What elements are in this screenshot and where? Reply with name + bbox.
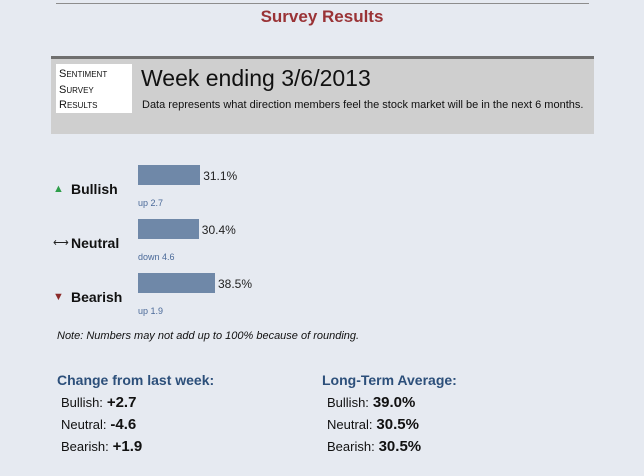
down-triangle-icon: ▼ — [53, 291, 64, 303]
change-value: -4.6 — [110, 416, 137, 433]
logo-line: Results — [59, 99, 98, 111]
sentiment-percent: 30.4% — [201, 223, 236, 237]
sentiment-label: Neutral — [71, 235, 120, 251]
week-description: Data represents what direction members f… — [142, 99, 584, 111]
average-value: 39.0% — [372, 394, 416, 411]
sentiment-label: Bullish — [71, 181, 118, 197]
sentiment-label: Bearish — [71, 289, 123, 305]
change-heading: Change from last week: — [57, 372, 215, 388]
sentiment-row-neutral: ⟷ Neutral 30.4% down 4.6 — [0, 219, 644, 269]
change-label: Bullish: — [61, 395, 103, 410]
average-row-bullish: Bullish: 39.0% — [327, 394, 415, 411]
change-row-bullish: Bullish: +2.7 — [61, 394, 136, 411]
average-label: Neutral: — [327, 417, 373, 432]
average-label: Bearish: — [327, 439, 375, 454]
week-title: Week ending 3/6/2013 — [141, 65, 371, 91]
long-term-heading: Long-Term Average: — [322, 372, 457, 388]
sentiment-row-bullish: ▲ Bullish 31.1% up 2.7 — [0, 165, 644, 215]
logo-line: Survey — [59, 83, 94, 96]
sentiment-bar — [138, 219, 199, 239]
average-row-bearish: Bearish: 30.5% — [327, 438, 421, 455]
sentiment-row-bearish: ▼ Bearish 38.5% up 1.9 — [0, 273, 644, 323]
page-title: Survey Results — [260, 7, 384, 26]
sentiment-percent: 31.1% — [203, 169, 238, 183]
change-label: Bearish: — [61, 439, 109, 454]
change-value: +2.7 — [106, 394, 137, 411]
change-row-bearish: Bearish: +1.9 — [61, 438, 142, 455]
top-divider — [56, 3, 589, 4]
average-value: 30.5% — [378, 438, 422, 455]
change-label: Neutral: — [61, 417, 107, 432]
average-label: Bullish: — [327, 395, 369, 410]
left-right-arrow-icon: ⟷ — [53, 237, 69, 249]
change-row-neutral: Neutral: -4.6 — [61, 416, 136, 433]
average-value: 30.5% — [376, 416, 419, 433]
sentiment-change: down 4.6 — [138, 252, 175, 262]
week-header-box: Sentiment Survey Results Week ending 3/6… — [51, 56, 594, 134]
sentiment-bar — [138, 273, 215, 293]
average-row-neutral: Neutral: 30.5% — [327, 416, 419, 433]
logo-line: Sentiment — [59, 68, 108, 80]
rounding-note: Note: Numbers may not add up to 100% bec… — [57, 330, 360, 342]
change-value: +1.9 — [112, 438, 143, 455]
sentiment-survey-logo: Sentiment Survey Results — [56, 64, 132, 113]
up-triangle-icon: ▲ — [53, 183, 64, 195]
sentiment-change: up 2.7 — [138, 198, 164, 208]
sentiment-percent: 38.5% — [218, 277, 253, 291]
sentiment-bar — [138, 165, 201, 185]
sentiment-change: up 1.9 — [138, 306, 164, 316]
